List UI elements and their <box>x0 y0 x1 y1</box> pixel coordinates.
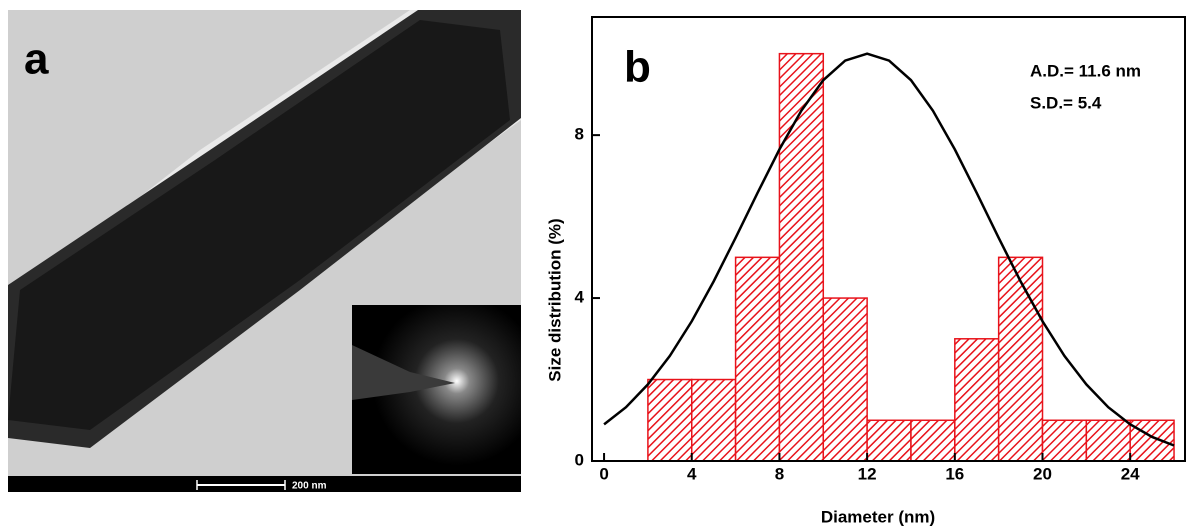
bar <box>954 338 1000 462</box>
x-tick-label: 4 <box>687 464 697 483</box>
x-tick-label: 12 <box>858 464 877 483</box>
y-tick-label: 8 <box>575 125 584 144</box>
y-tick-label: 0 <box>575 450 584 469</box>
plot-frame <box>591 16 1186 462</box>
bar <box>1129 419 1175 462</box>
y-axis-label: Size distribution (%) <box>545 218 564 381</box>
bar <box>1041 419 1088 462</box>
bar <box>910 419 956 462</box>
bar <box>734 256 781 462</box>
panel-label: b <box>624 43 651 92</box>
x-tick-label: 16 <box>945 464 964 483</box>
panel-label: a <box>24 35 49 84</box>
bar <box>822 297 868 462</box>
bar <box>1085 419 1131 462</box>
bar <box>647 378 693 462</box>
x-tick-label: 0 <box>599 464 608 483</box>
annotation: S.D.= 5.4 <box>1030 93 1102 112</box>
tem-image: 200 nm a <box>8 10 521 492</box>
bar <box>866 419 912 462</box>
x-tick-label: 20 <box>1033 464 1052 483</box>
bar <box>778 52 825 462</box>
scale-bar-label: 200 nm <box>292 481 327 492</box>
y-tick-label: 4 <box>575 288 585 307</box>
fit-curve <box>603 52 1175 447</box>
x-axis-label: Diameter (nm) <box>821 507 935 526</box>
annotation: A.D.= 11.6 nm <box>1030 61 1141 80</box>
x-tick-label: 24 <box>1121 464 1140 483</box>
x-tick-label: 8 <box>775 464 784 483</box>
bar <box>690 378 737 462</box>
bar <box>997 256 1044 462</box>
